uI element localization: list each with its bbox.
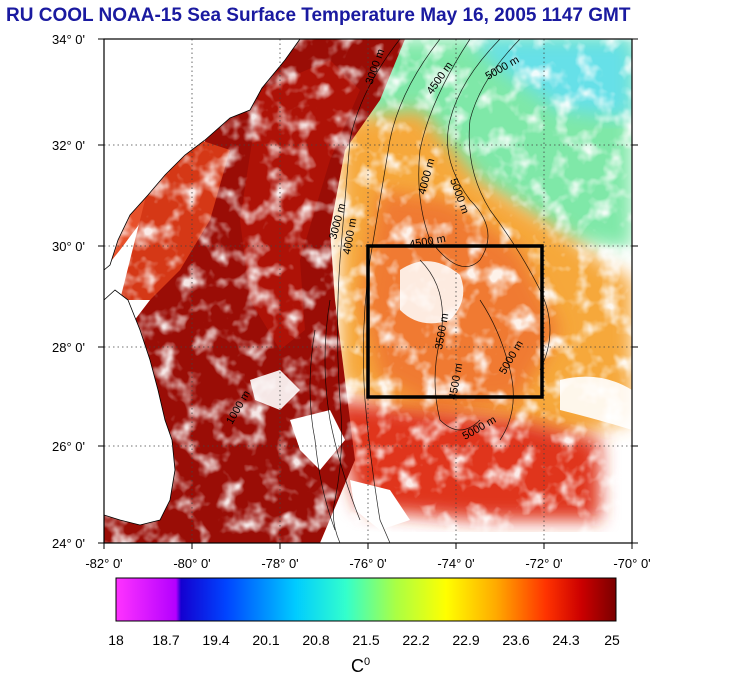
colorbar-tick: 23.6: [502, 632, 530, 648]
lat-label: 24° 0': [52, 536, 85, 551]
lon-label: -82° 0': [85, 556, 122, 571]
lon-label: -80° 0': [173, 556, 210, 571]
colorbar-tick: 22.2: [402, 632, 430, 648]
colorbar-tick: 24.3: [552, 632, 580, 648]
colorbar-tick: 20.1: [252, 632, 280, 648]
study-area-box: [366, 244, 544, 399]
colorbar-tick: 18.7: [152, 632, 180, 648]
unit-label: C: [351, 656, 364, 676]
lat-label: 26° 0': [52, 439, 85, 454]
lat-label: 32° 0': [52, 138, 85, 153]
lon-label: -70° 0': [613, 556, 650, 571]
axis-ticks: [98, 38, 638, 549]
colorbar-tick: 18: [108, 632, 124, 648]
colorbar-tick: 22.9: [452, 632, 480, 648]
colorbar-tick: 25: [604, 632, 620, 648]
bathymetry-contours: [309, 39, 551, 543]
lon-label: -74° 0': [437, 556, 474, 571]
colorbar: [115, 577, 617, 622]
sst-imagery: 5000 m 4500 m 3000 m 4000 m 5000 m 3000 …: [104, 39, 632, 543]
lon-label: -72° 0': [525, 556, 562, 571]
colorbar-tick: 19.4: [202, 632, 230, 648]
colorbar-unit: C0: [351, 656, 370, 677]
latitude-labels: 34° 0' 32° 0' 30° 0' 28° 0' 26° 0' 24° 0…: [52, 32, 85, 551]
map-title: RU COOL NOAA-15 Sea Surface Temperature …: [6, 5, 631, 26]
lat-label: 34° 0': [52, 32, 85, 47]
unit-superscript: 0: [364, 656, 371, 668]
colorbar-tick: 20.8: [302, 632, 330, 648]
lat-label: 28° 0': [52, 340, 85, 355]
lon-label: -78° 0': [261, 556, 298, 571]
lon-label: -76° 0': [349, 556, 386, 571]
lat-label: 30° 0': [52, 239, 85, 254]
longitude-labels: -82° 0' -80° 0' -78° 0' -76° 0' -74° 0' …: [85, 556, 650, 571]
colorbar-tick: 21.5: [352, 632, 380, 648]
